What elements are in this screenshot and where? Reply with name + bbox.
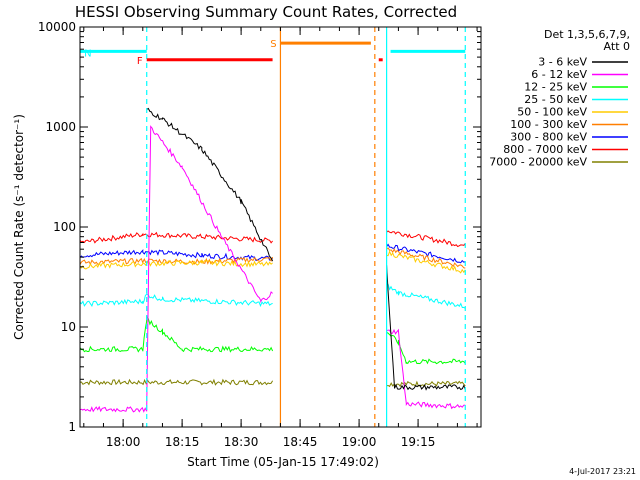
- series-line: [386, 331, 466, 365]
- legend-label: 6 - 12 keV: [531, 68, 587, 81]
- legend-label: 7000 - 20000 keV: [489, 156, 587, 169]
- legend-label: 800 - 7000 keV: [503, 143, 587, 156]
- x-axis-ticks: 18:00 18:15 18:30 18:45 19:00 19:15: [83, 27, 478, 449]
- series-line: [79, 231, 273, 244]
- legend-label: 3 - 6 keV: [538, 56, 587, 69]
- series-line: [146, 107, 274, 262]
- x-axis-label: Start Time (05-Jan-15 17:49:02): [187, 455, 379, 469]
- x-tick-label: 19:15: [401, 435, 436, 449]
- timestamp: 4-Jul-2017 23:21: [569, 467, 636, 476]
- y-tick-label: 10000: [38, 20, 76, 34]
- x-tick-label: 18:45: [283, 435, 318, 449]
- x-tick-label: 18:15: [165, 435, 200, 449]
- series-line: [79, 125, 273, 413]
- series-layer: [79, 107, 466, 413]
- legend-label: 100 - 300 keV: [510, 118, 587, 131]
- x-tick-label: 18:30: [224, 435, 259, 449]
- chart-title: HESSI Observing Summary Count Rates, Cor…: [75, 3, 457, 21]
- series-line: [386, 230, 466, 248]
- series-line: [79, 259, 273, 270]
- legend-label: 25 - 50 keV: [524, 93, 587, 106]
- series-line: [79, 256, 274, 266]
- series-line: [386, 283, 466, 309]
- legend-label: 12 - 25 keV: [524, 81, 587, 94]
- y-tick-label: 10: [61, 320, 76, 334]
- y-axis-ticks: 1 10 100 1000 10000: [38, 20, 481, 434]
- flag-label: S: [270, 39, 276, 50]
- series-line: [386, 250, 466, 274]
- flag-layer: N F S: [79, 39, 466, 67]
- y-tick-label: 1: [68, 420, 76, 434]
- series-line: [386, 380, 466, 388]
- series-line: [79, 292, 273, 308]
- legend-header-line-2: Att 0: [604, 40, 630, 53]
- legend-label: 50 - 100 keV: [517, 106, 587, 119]
- y-tick-label: 100: [53, 220, 76, 234]
- series-line: [386, 247, 466, 269]
- x-tick-label: 19:00: [342, 435, 377, 449]
- flag-label: F: [137, 56, 143, 67]
- series-line: [386, 265, 466, 391]
- series-line: [79, 315, 274, 353]
- x-tick-label: 18:00: [106, 435, 141, 449]
- flag-label: N: [84, 48, 91, 59]
- y-tick-label: 1000: [45, 120, 76, 134]
- vline-layer: [146, 27, 466, 427]
- series-line: [386, 243, 466, 264]
- legend-header-line-1: Det 1,3,5,6,7,9,: [544, 28, 630, 41]
- series-line: [386, 328, 466, 410]
- plot-area: N F S: [79, 26, 482, 428]
- legend-label: 300 - 800 keV: [510, 131, 587, 144]
- y-axis-label: Corrected Count Rate (s⁻¹ detector⁻¹): [12, 114, 26, 340]
- series-line: [79, 378, 274, 386]
